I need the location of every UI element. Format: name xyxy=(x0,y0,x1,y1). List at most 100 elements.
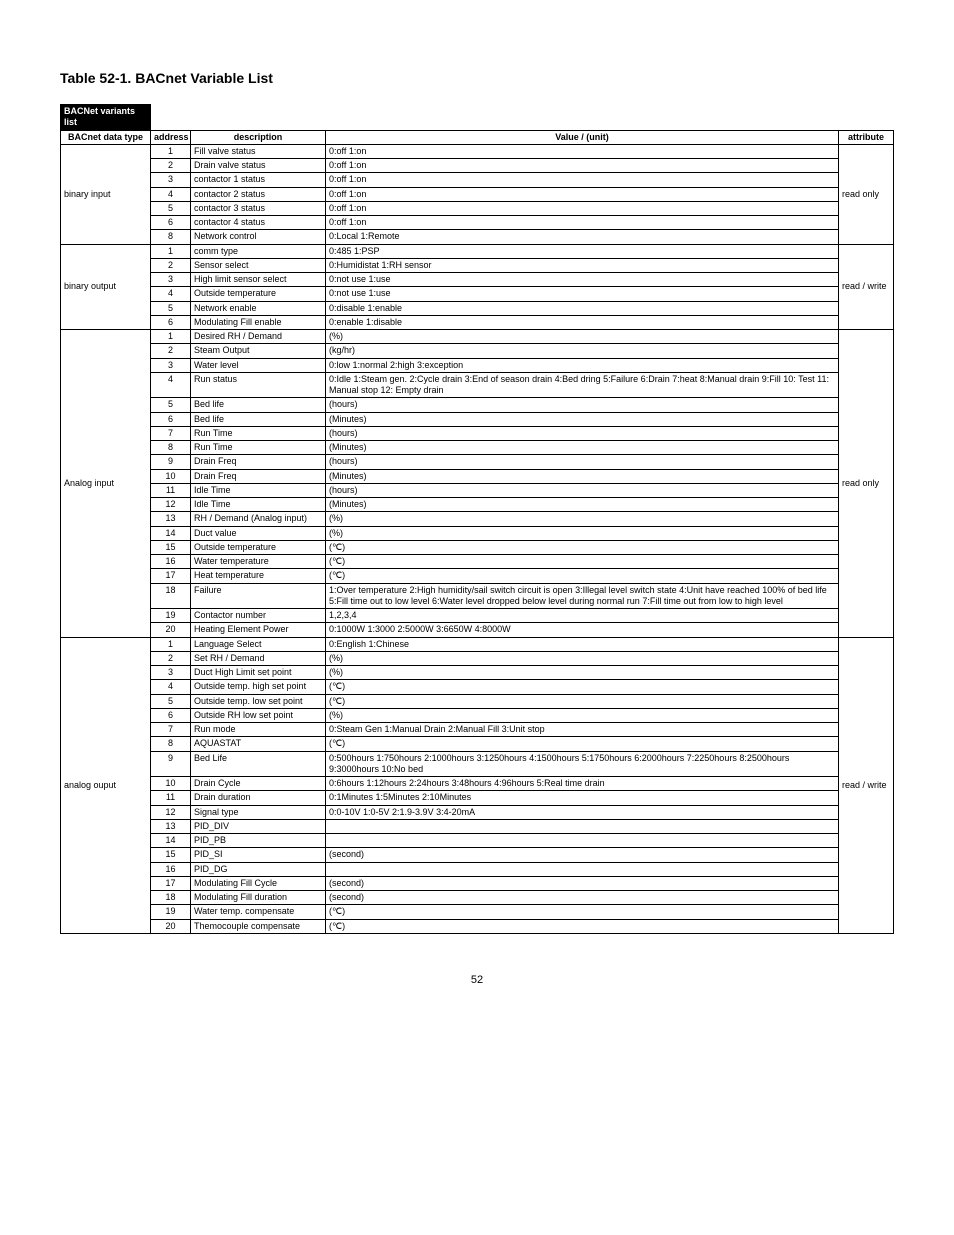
value-cell: 0:0-10V 1:0-5V 2:1.9-3.9V 3:4-20mA xyxy=(326,805,839,819)
value-cell: (Minutes) xyxy=(326,469,839,483)
address-cell: 17 xyxy=(151,876,191,890)
value-cell: (℃) xyxy=(326,569,839,583)
address-cell: 12 xyxy=(151,498,191,512)
value-cell: (second) xyxy=(326,848,839,862)
value-cell: 0:1Minutes 1:5Minutes 2:10Minutes xyxy=(326,791,839,805)
value-cell: 0:Steam Gen 1:Manual Drain 2:Manual Fill… xyxy=(326,723,839,737)
address-cell: 16 xyxy=(151,862,191,876)
address-cell: 10 xyxy=(151,777,191,791)
table-row: 8Run Time(Minutes) xyxy=(61,441,894,455)
description-cell: Water temp. compensate xyxy=(191,905,326,919)
col-header-value: Value / (unit) xyxy=(326,130,839,144)
table-row: 5Network enable0:disable 1:enable xyxy=(61,301,894,315)
value-cell: (kg/hr) xyxy=(326,344,839,358)
value-cell: 0:off 1:on xyxy=(326,159,839,173)
table-row: 18Failure1:Over temperature 2:High humid… xyxy=(61,583,894,609)
value-cell: 0:off 1:on xyxy=(326,144,839,158)
col-header-attribute: attribute xyxy=(839,130,894,144)
address-cell: 19 xyxy=(151,609,191,623)
value-cell: (hours) xyxy=(326,398,839,412)
address-cell: 3 xyxy=(151,666,191,680)
value-cell: 0:English 1:Chinese xyxy=(326,637,839,651)
description-cell: Network control xyxy=(191,230,326,244)
value-cell xyxy=(326,819,839,833)
table-row: 19Contactor number1,2,3,4 xyxy=(61,609,894,623)
table-row: 8AQUASTAT(℃) xyxy=(61,737,894,751)
address-cell: 4 xyxy=(151,372,191,398)
description-cell: Bed life xyxy=(191,412,326,426)
table-row: 17Heat temperature(℃) xyxy=(61,569,894,583)
description-cell: High limit sensor select xyxy=(191,273,326,287)
table-row: 2Steam Output(kg/hr) xyxy=(61,344,894,358)
description-cell: Bed life xyxy=(191,398,326,412)
table-row: 13PID_DIV xyxy=(61,819,894,833)
value-cell: 0:1000W 1:3000 2:5000W 3:6650W 4:8000W xyxy=(326,623,839,637)
description-cell: Heat temperature xyxy=(191,569,326,583)
table-row: 7Run mode0:Steam Gen 1:Manual Drain 2:Ma… xyxy=(61,723,894,737)
description-cell: Drain duration xyxy=(191,791,326,805)
address-cell: 8 xyxy=(151,230,191,244)
address-cell: 8 xyxy=(151,737,191,751)
description-cell: Run status xyxy=(191,372,326,398)
description-cell: Water temperature xyxy=(191,555,326,569)
description-cell: Drain Cycle xyxy=(191,777,326,791)
address-cell: 11 xyxy=(151,791,191,805)
table-row: binary output1comm type0:485 1:PSPread /… xyxy=(61,244,894,258)
table-row: 2Sensor select0:Humidistat 1:RH sensor xyxy=(61,258,894,272)
value-cell: (hours) xyxy=(326,455,839,469)
address-cell: 3 xyxy=(151,173,191,187)
value-cell: (%) xyxy=(326,708,839,722)
value-cell: 0:Humidistat 1:RH sensor xyxy=(326,258,839,272)
value-cell: (℃) xyxy=(326,680,839,694)
address-cell: 9 xyxy=(151,455,191,469)
address-cell: 2 xyxy=(151,159,191,173)
address-cell: 2 xyxy=(151,258,191,272)
value-cell: 1:Over temperature 2:High humidity/sail … xyxy=(326,583,839,609)
value-cell xyxy=(326,834,839,848)
description-cell: Duct High Limit set point xyxy=(191,666,326,680)
value-cell: 0:6hours 1:12hours 2:24hours 3:48hours 4… xyxy=(326,777,839,791)
description-cell: Outside RH low set point xyxy=(191,708,326,722)
value-cell: 0:low 1:normal 2:high 3:exception xyxy=(326,358,839,372)
table-row: 3contactor 1 status0:off 1:on xyxy=(61,173,894,187)
value-cell: (second) xyxy=(326,876,839,890)
address-cell: 4 xyxy=(151,187,191,201)
value-cell: (Minutes) xyxy=(326,441,839,455)
value-cell: (%) xyxy=(326,526,839,540)
address-cell: 1 xyxy=(151,144,191,158)
table-row: 15PID_SI(second) xyxy=(61,848,894,862)
table-row: 3Water level0:low 1:normal 2:high 3:exce… xyxy=(61,358,894,372)
table-row: 12Idle Time(Minutes) xyxy=(61,498,894,512)
page-title: Table 52-1. BACnet Variable List xyxy=(60,70,894,86)
address-cell: 5 xyxy=(151,301,191,315)
table-row: 5Bed life(hours) xyxy=(61,398,894,412)
address-cell: 6 xyxy=(151,708,191,722)
table-row: 6contactor 4 status0:off 1:on xyxy=(61,216,894,230)
table-row: 15Outside temperature(℃) xyxy=(61,540,894,554)
table-row: 12Signal type0:0-10V 1:0-5V 2:1.9-3.9V 3… xyxy=(61,805,894,819)
table-row: 6Modulating Fill enable0:enable 1:disabl… xyxy=(61,315,894,329)
table-row: 13RH / Demand (Analog input)(%) xyxy=(61,512,894,526)
data-type-cell: Analog input xyxy=(61,330,151,638)
address-cell: 11 xyxy=(151,483,191,497)
data-type-cell: analog ouput xyxy=(61,637,151,933)
table-row: 20Heating Element Power0:1000W 1:3000 2:… xyxy=(61,623,894,637)
description-cell: comm type xyxy=(191,244,326,258)
description-cell: Modulating Fill enable xyxy=(191,315,326,329)
value-cell: (℃) xyxy=(326,919,839,933)
description-cell: RH / Demand (Analog input) xyxy=(191,512,326,526)
description-cell: Water level xyxy=(191,358,326,372)
description-cell: Failure xyxy=(191,583,326,609)
address-cell: 6 xyxy=(151,216,191,230)
address-cell: 4 xyxy=(151,680,191,694)
address-cell: 5 xyxy=(151,398,191,412)
address-cell: 6 xyxy=(151,315,191,329)
address-cell: 20 xyxy=(151,919,191,933)
description-cell: contactor 4 status xyxy=(191,216,326,230)
table-row: 16Water temperature(℃) xyxy=(61,555,894,569)
address-cell: 2 xyxy=(151,651,191,665)
table-row: 2Drain valve status0:off 1:on xyxy=(61,159,894,173)
value-cell xyxy=(326,862,839,876)
value-cell: (℃) xyxy=(326,555,839,569)
table-row: 5contactor 3 status0:off 1:on xyxy=(61,201,894,215)
